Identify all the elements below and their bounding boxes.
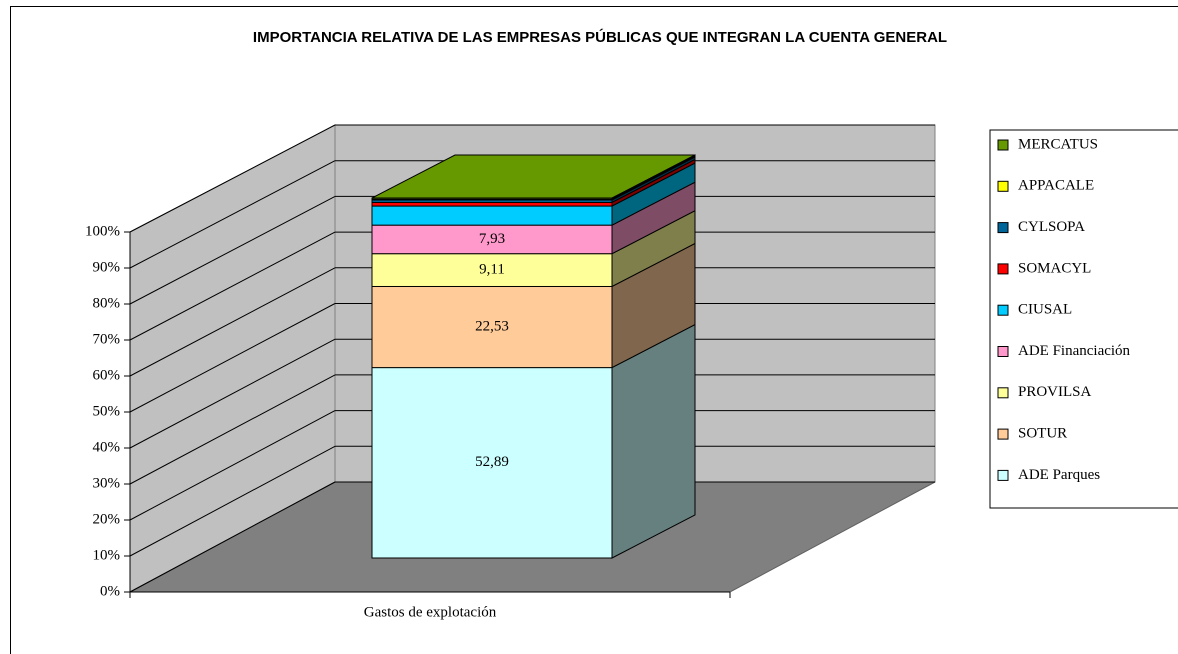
bar-segment — [371, 205, 613, 226]
legend-label: ADE Financiación — [1018, 343, 1131, 359]
legend — [989, 129, 1178, 509]
bar-top — [371, 154, 696, 199]
y-tick-label: 50% — [93, 403, 121, 419]
grid-line — [129, 374, 336, 485]
grid-line — [129, 410, 336, 521]
legend-label: APPACALE — [1018, 178, 1094, 194]
y-tick-label: 0% — [100, 583, 120, 599]
y-tick-label: 30% — [93, 475, 121, 491]
grid-line — [129, 124, 336, 233]
legend-swatch — [997, 304, 1009, 316]
grid-line — [129, 338, 336, 449]
grid-line — [129, 303, 336, 413]
data-label: 22,53 — [475, 318, 509, 334]
y-tick-label: 80% — [93, 295, 121, 311]
bar-segment — [371, 285, 613, 369]
y-tick-label: 70% — [93, 331, 121, 347]
chart-title: IMPORTANCIA RELATIVA DE LAS EMPRESAS PÚB… — [252, 29, 948, 46]
legend-swatch — [997, 428, 1009, 440]
y-tick-label: 10% — [93, 547, 121, 563]
y-tick-label: 90% — [93, 259, 121, 275]
legend-swatch — [997, 180, 1009, 192]
grid-line — [129, 231, 336, 341]
legend-label: CYLSOPA — [1018, 219, 1085, 235]
legend-label: MERCATUS — [1018, 136, 1098, 152]
y-tick-label: 100% — [85, 223, 120, 239]
bar-segment — [371, 201, 613, 207]
legend-swatch — [997, 222, 1009, 234]
bar-segment — [371, 367, 613, 559]
legend-label: SOTUR — [1018, 426, 1067, 442]
grid-line — [129, 195, 336, 305]
data-label: 52,89 — [475, 454, 509, 470]
legend-swatch — [997, 469, 1009, 481]
legend-label: ADE Parques — [1018, 467, 1100, 483]
legend-swatch — [997, 346, 1009, 357]
y-tick-label: 60% — [93, 367, 121, 383]
grid-line — [129, 160, 336, 269]
y-tick-label: 20% — [93, 511, 121, 527]
legend-swatch — [997, 387, 1009, 399]
x-tick-label: Gastos de explotación — [364, 604, 497, 620]
data-label: 7,93 — [479, 231, 505, 247]
legend-swatch — [997, 263, 1009, 275]
data-label: 9,11 — [479, 262, 505, 278]
grid-line — [129, 267, 336, 377]
legend-swatch — [997, 139, 1009, 151]
legend-label: SOMACYL — [1018, 260, 1091, 276]
y-tick-label: 40% — [93, 439, 121, 455]
grid-line — [129, 445, 336, 557]
legend-label: PROVILSA — [1018, 384, 1092, 400]
legend-label: CIUSAL — [1018, 302, 1072, 318]
grid-line — [129, 481, 336, 593]
